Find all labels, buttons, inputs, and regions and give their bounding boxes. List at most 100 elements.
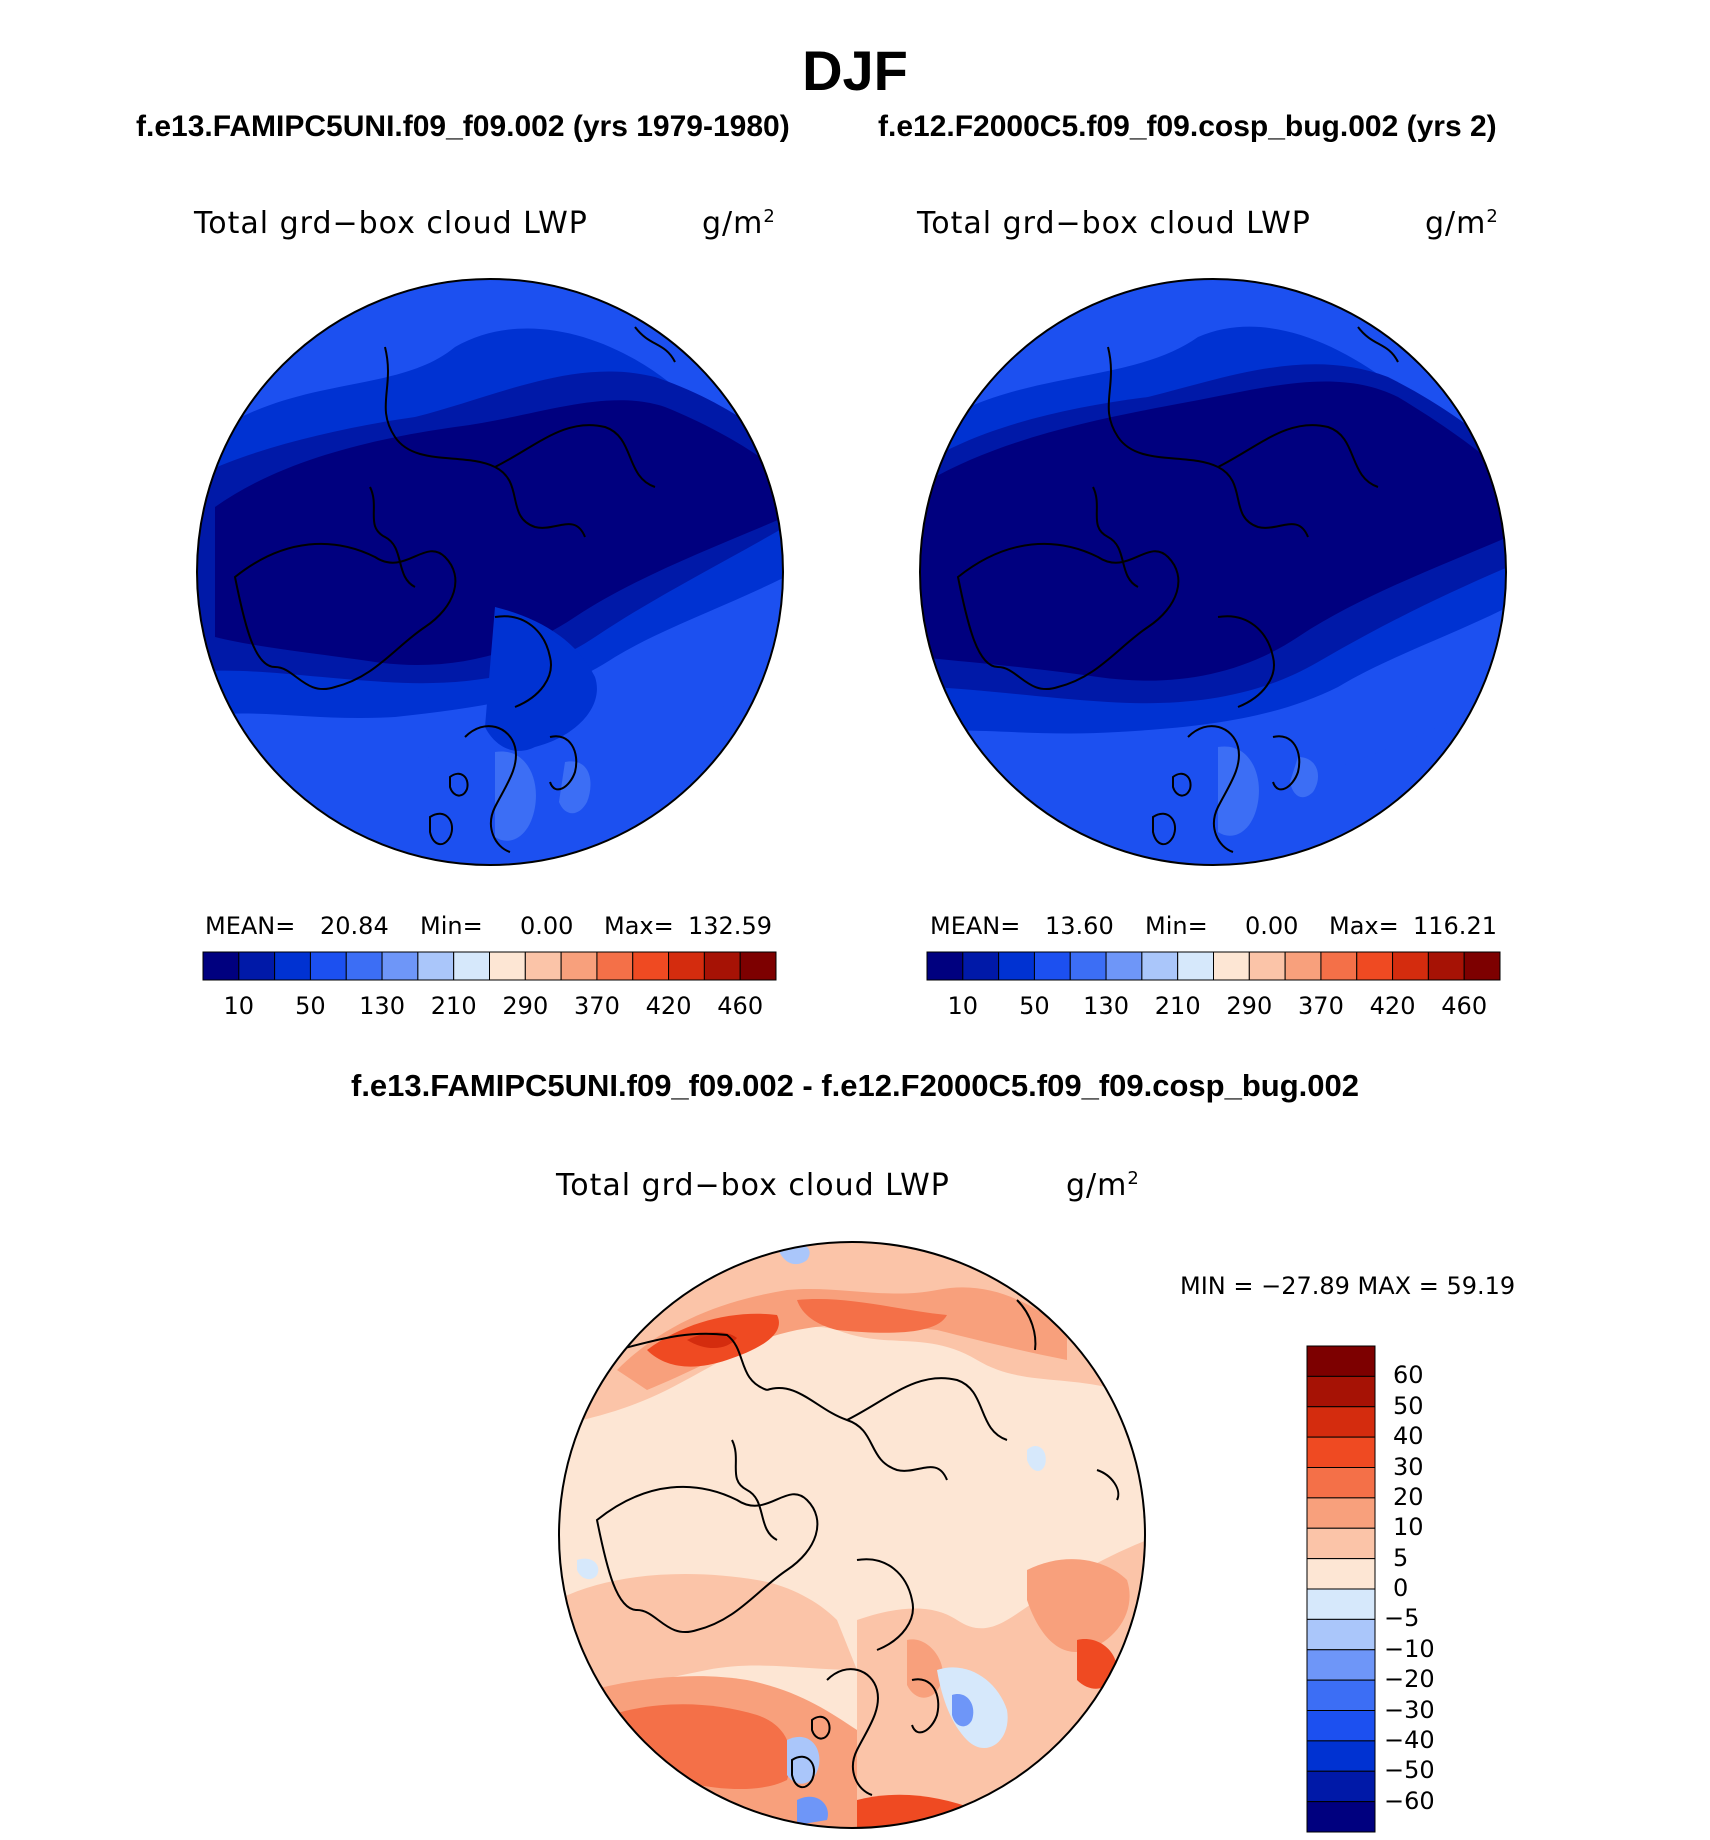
- diff-colorbar-tick-label: −20: [1384, 1665, 1435, 1694]
- diff-colorbar-tick-label: 5: [1393, 1543, 1409, 1572]
- panel1-colorbar-tick-label: 10: [223, 992, 255, 1020]
- difference-title: f.e13.FAMIPC5UNI.f09_f09.002 - f.e12.F20…: [351, 1068, 1359, 1103]
- diff-colorbar-tick-label: 50: [1393, 1391, 1424, 1420]
- diff-colorbar-tick-label: 60: [1393, 1361, 1424, 1390]
- panel2-colorbar-tick-label: 370: [1298, 992, 1344, 1020]
- panel1-colorbar-tick-label: 210: [430, 992, 477, 1020]
- panel1-colorbar-tick-label: 130: [359, 992, 405, 1020]
- right-case-subtitle: f.e12.F2000C5.f09_f09.cosp_bug.002 (yrs …: [878, 110, 1497, 143]
- panel2-colorbar-tick-label: 50: [1019, 992, 1050, 1020]
- diff-min-max: MIN = −27.89 MAX = 59.19: [1180, 1272, 1516, 1300]
- panel2-min-label: Min=: [1145, 912, 1208, 940]
- panel1-colorbar-box: [238, 951, 276, 981]
- diff-colorbar-box: [1306, 1497, 1376, 1529]
- panel1-colorbar-box: [417, 951, 455, 981]
- panel2-map: [919, 278, 1507, 866]
- diff-colorbar-box: [1306, 1558, 1376, 1590]
- panel1-colorbar-tick-label: 290: [502, 992, 549, 1020]
- panel2-colorbar-box: [1213, 951, 1250, 981]
- panel2-colorbar: [926, 951, 1501, 981]
- diff-colorbar-box: [1306, 1740, 1376, 1772]
- diff-colorbar-box: [1306, 1467, 1376, 1499]
- diff-colorbar-tick-label: −5: [1384, 1604, 1420, 1633]
- panel2-colorbar-box: [1177, 951, 1214, 981]
- panel2-colorbar-tick-label: 210: [1154, 992, 1201, 1020]
- panel2-colorbar-box: [1141, 951, 1179, 981]
- panel1-colorbar-box: [381, 951, 419, 981]
- panel2-colorbar-box: [1463, 951, 1501, 981]
- panel1-colorbar-box: [202, 951, 240, 981]
- diff-colorbar-box: [1306, 1345, 1376, 1377]
- panel1-mean-label: MEAN=: [205, 912, 296, 940]
- panel2-colorbar-tick-label: 130: [1083, 992, 1129, 1020]
- panel2-colorbar-box: [1427, 951, 1465, 981]
- diff-plot-title: Total grd−box cloud LWP: [556, 1168, 950, 1203]
- panel1-min-value: 0.00: [520, 912, 574, 940]
- panel1-colorbar-box: [703, 951, 741, 981]
- panel1-colorbar-tick-label: 420: [645, 992, 692, 1020]
- page-title: DJF: [802, 39, 908, 102]
- diff-colorbar-tick-label: 20: [1393, 1482, 1424, 1511]
- panel2-units: g/m2: [1425, 206, 1499, 241]
- panel2-plot-title: Total grd−box cloud LWP: [917, 206, 1311, 241]
- diff-colorbar-tick-label: 40: [1393, 1422, 1424, 1451]
- diff-colorbar-box: [1306, 1679, 1376, 1711]
- panel2-mean-value: 13.60: [1045, 912, 1114, 940]
- panel2-mean-label: MEAN=: [930, 912, 1021, 940]
- panel1-max-value: 132.59: [688, 912, 772, 940]
- panel1-units: g/m2: [702, 206, 776, 241]
- panel1-colorbar-tick-label: 370: [574, 992, 620, 1020]
- panel1-mean-value: 20.84: [320, 912, 389, 940]
- panel1-colorbar-box: [453, 951, 490, 981]
- diff-colorbar-box: [1306, 1375, 1376, 1408]
- panel2-colorbar-box: [1033, 951, 1071, 981]
- left-case-subtitle: f.e13.FAMIPC5UNI.f09_f09.002 (yrs 1979-1…: [136, 110, 790, 143]
- diff-colorbar-box: [1306, 1649, 1376, 1681]
- panel1-colorbar-box: [739, 951, 777, 981]
- diff-colorbar-box: [1306, 1710, 1376, 1742]
- panel2-min-value: 0.00: [1245, 912, 1299, 940]
- diff-colorbar-box: [1306, 1406, 1376, 1438]
- panel1-colorbar-box: [596, 951, 634, 981]
- panel2-colorbar-box: [998, 951, 1035, 981]
- diff-colorbar-box: [1306, 1801, 1376, 1833]
- panel1-colorbar: [202, 951, 777, 981]
- panel1-colorbar-tick-label: 460: [717, 992, 764, 1020]
- panel1-colorbar-box: [489, 951, 526, 981]
- panel2-colorbar-box: [1105, 951, 1143, 981]
- panel2-colorbar-box: [926, 951, 964, 981]
- diff-colorbar: [1306, 1345, 1376, 1833]
- panel1-colorbar-box: [668, 951, 705, 981]
- diff-colorbar-tick-label: 0: [1393, 1574, 1409, 1602]
- panel2-colorbar-box: [1284, 951, 1322, 981]
- diff-colorbar-tick-label: −50: [1384, 1756, 1435, 1785]
- panel2-colorbar-box: [1356, 951, 1394, 981]
- diff-colorbar-box: [1306, 1436, 1376, 1468]
- panel1-min-label: Min=: [420, 912, 483, 940]
- diff-map: [558, 1241, 1146, 1829]
- panel2-colorbar-box: [1248, 951, 1286, 981]
- panel1-colorbar-tick-label: 50: [295, 992, 326, 1020]
- panel2-colorbar-box: [1392, 951, 1429, 981]
- diff-colorbar-box: [1306, 1527, 1376, 1560]
- diff-colorbar-tick-label: 10: [1393, 1513, 1424, 1542]
- panel1-colorbar-box: [309, 951, 347, 981]
- diff-units: g/m2: [1066, 1168, 1140, 1203]
- panel2-colorbar-tick-label: 460: [1441, 992, 1488, 1020]
- panel2-max-label: Max=: [1329, 912, 1399, 940]
- diff-colorbar-tick-label: −60: [1384, 1786, 1435, 1815]
- diff-colorbar-tick-label: −30: [1384, 1695, 1435, 1724]
- panel2-colorbar-box: [1069, 951, 1107, 981]
- panel1-plot-title: Total grd−box cloud LWP: [194, 206, 588, 241]
- panel1-colorbar-box: [524, 951, 562, 981]
- panel1-colorbar-box: [632, 951, 670, 981]
- panel2-colorbar-tick-label: 420: [1369, 992, 1416, 1020]
- diff-colorbar-tick-label: 30: [1393, 1452, 1424, 1481]
- diff-colorbar-tick-label: −40: [1384, 1725, 1435, 1754]
- panel2-colorbar-tick-label: 290: [1226, 992, 1273, 1020]
- panel1-colorbar-box: [274, 951, 311, 981]
- panel2-colorbar-box: [962, 951, 1000, 981]
- panel2-max-value: 116.21: [1413, 912, 1497, 940]
- panel1-max-label: Max=: [604, 912, 674, 940]
- panel2-colorbar-box: [1320, 951, 1358, 981]
